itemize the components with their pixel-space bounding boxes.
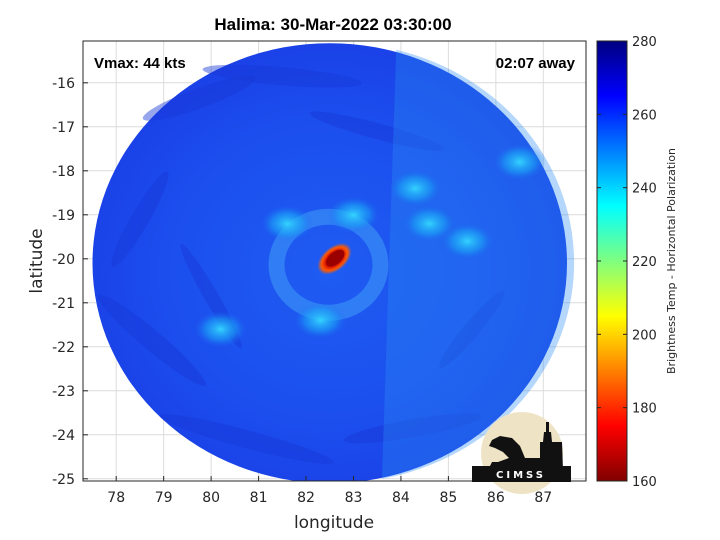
colorbar-tick-label: 200	[632, 328, 657, 343]
eye-core	[325, 249, 345, 267]
y-tick-label: -17	[52, 120, 75, 136]
x-tick-label: 87	[534, 490, 552, 506]
y-tick-label: -19	[52, 208, 75, 224]
rain-band-patch	[389, 170, 442, 207]
cold-streak	[159, 414, 334, 465]
cimss-logo: CIMSS	[472, 412, 571, 494]
colorbar-gradient	[596, 40, 628, 482]
colorbar-tick-label: 220	[632, 255, 657, 270]
x-tick-label: 78	[107, 490, 125, 506]
x-tick-label: 86	[487, 490, 505, 506]
cold-streak	[202, 64, 363, 88]
swath-image	[92, 43, 575, 481]
vmax-annotation: Vmax: 44 kts	[94, 55, 186, 72]
x-tick-label: 81	[250, 490, 268, 506]
y-axis-ticks: -16 -17 -18 -19 -20 -21 -22 -23 -24 -25	[52, 76, 88, 488]
colorbar-ticks: 160 180 200 220 240 260 280	[597, 35, 657, 490]
rain-band-patch	[403, 205, 456, 242]
x-tick-label: 79	[155, 490, 173, 506]
x-tick-label: 82	[297, 490, 315, 506]
y-tick-label: -24	[52, 428, 75, 444]
chart-title: Halima: 30-Mar-2022 03:30:00	[214, 15, 451, 34]
y-tick-label: -20	[52, 252, 75, 268]
colorbar-tick-label: 280	[632, 35, 657, 50]
logo-text: CIMSS	[496, 470, 546, 481]
colorbar-tick-label: 160	[632, 475, 657, 490]
rain-band-patch	[327, 196, 380, 233]
cold-streak	[97, 294, 206, 386]
y-tick-label: -16	[52, 76, 75, 92]
y-tick-label: -22	[52, 340, 75, 356]
cold-streak	[111, 171, 169, 268]
colorbar-label: Brightness Temp - Horizontal Polarizatio…	[665, 148, 678, 374]
y-tick-label: -21	[52, 296, 75, 312]
cold-streak	[142, 75, 256, 121]
colorbar-tick-label: 260	[632, 108, 657, 123]
colorbar-tick-label: 240	[632, 182, 657, 197]
x-axis-ticks: 78 79 80 81 82 83 84 85 86 87	[107, 476, 552, 506]
cold-streak	[343, 413, 482, 444]
y-tick-label: -25	[52, 472, 75, 488]
colorbar-tick-label: 180	[632, 402, 657, 417]
colorbar: 160 180 200 220 240 260 280	[596, 35, 657, 490]
rain-band-patch	[493, 144, 546, 180]
y-tick-label: -23	[52, 384, 75, 400]
time-away-annotation: 02:07 away	[496, 55, 576, 72]
y-axis-label: latitude	[27, 228, 47, 293]
cold-streak	[309, 111, 445, 151]
logo-silhouette-icon	[478, 422, 571, 480]
rain-band-patch	[194, 311, 247, 348]
y-tick-label: -18	[52, 164, 75, 180]
x-tick-label: 83	[345, 490, 363, 506]
plot-frame	[82, 40, 587, 482]
rain-band-patch	[261, 205, 314, 242]
x-tick-label: 85	[439, 490, 457, 506]
rain-band-patch	[294, 302, 347, 339]
cold-streak	[439, 290, 505, 368]
x-tick-label: 80	[202, 490, 220, 506]
x-axis-label: longitude	[294, 513, 374, 533]
x-tick-label: 84	[392, 490, 410, 506]
rain-band-patch	[441, 223, 494, 260]
